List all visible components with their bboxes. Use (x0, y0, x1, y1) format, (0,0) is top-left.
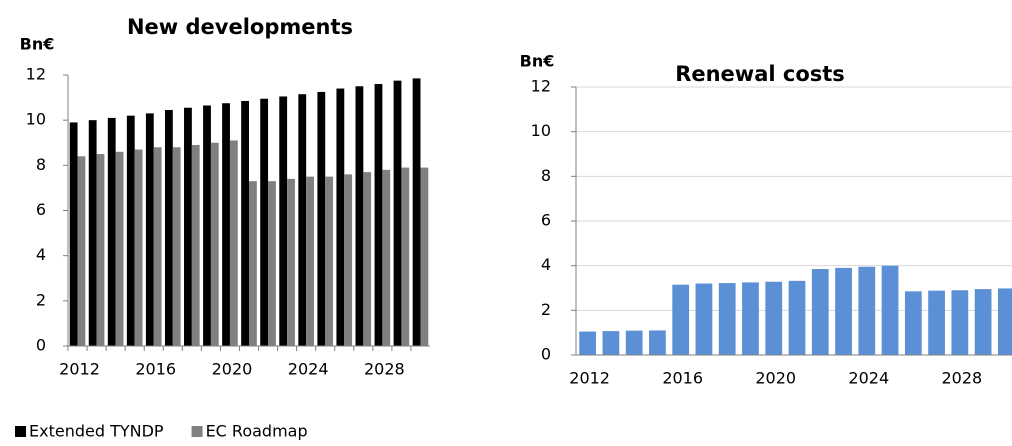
bar (602, 331, 620, 355)
y-tick-label: 4 (541, 255, 551, 274)
bar (164, 110, 173, 346)
bar (858, 266, 876, 355)
chart-title: Renewal costs (675, 62, 845, 86)
x-tick-label: 2020 (755, 369, 796, 388)
y-tick-label: 2 (36, 290, 46, 309)
bar (126, 115, 135, 347)
bar (420, 167, 429, 346)
bar (88, 120, 97, 347)
bar (695, 283, 713, 355)
bar (287, 178, 295, 346)
bar (69, 122, 78, 346)
x-tick-label: 2016 (662, 369, 703, 388)
bar (172, 147, 181, 346)
x-tick-label: 2012 (59, 360, 100, 379)
bar (742, 282, 759, 355)
bar (317, 91, 326, 346)
bar (401, 167, 410, 346)
bar (835, 267, 852, 355)
bar (77, 156, 86, 346)
bar (382, 169, 391, 346)
bar (191, 145, 200, 346)
bar (579, 331, 597, 355)
chart-title: New developments (127, 15, 353, 39)
bar (997, 288, 1012, 355)
y-tick-label: 4 (36, 245, 46, 264)
y-tick-label: 10 (26, 110, 46, 129)
x-tick-label: 2012 (569, 369, 610, 388)
y-tick-label: 10 (531, 121, 551, 140)
bar (974, 289, 992, 355)
y-tick-label: 6 (36, 200, 46, 219)
bar (229, 140, 238, 346)
x-tick-label: 2028 (364, 360, 405, 379)
y-tick-label: 8 (541, 166, 551, 185)
bar (374, 84, 383, 347)
bar (765, 281, 783, 355)
bar (96, 154, 105, 346)
bar (951, 290, 969, 355)
legend-label: EC Roadmap (206, 422, 308, 441)
bar (363, 172, 372, 346)
bar (279, 96, 288, 347)
bar (268, 181, 276, 346)
bar (325, 176, 334, 346)
bar (393, 80, 402, 346)
bar (672, 284, 690, 355)
y-tick-label: 0 (541, 345, 551, 364)
x-tick-label: 2024 (288, 360, 329, 379)
bar (107, 117, 116, 347)
x-tick-label: 2028 (941, 369, 982, 388)
bar (153, 147, 162, 346)
legend-label: Extended TYNDP (29, 422, 164, 441)
legend-swatch (191, 426, 203, 437)
y-tick-label: 12 (26, 65, 46, 84)
bar (115, 151, 124, 346)
bar (718, 283, 736, 355)
y-axis-label: Bn€ (520, 52, 555, 71)
bar (222, 103, 230, 347)
y-tick-label: 6 (541, 211, 551, 230)
bar (336, 88, 345, 347)
bar (625, 330, 643, 355)
x-tick-label: 2020 (212, 360, 253, 379)
bar (249, 181, 257, 346)
bar (344, 174, 353, 346)
y-tick-label: 0 (36, 336, 46, 355)
bar (134, 149, 143, 346)
bar (203, 105, 211, 346)
bar (928, 290, 945, 355)
bar (210, 142, 219, 346)
bar (904, 291, 922, 355)
y-axis-label: Bn€ (20, 35, 55, 54)
x-tick-label: 2024 (848, 369, 889, 388)
x-tick-label: 2016 (135, 360, 176, 379)
bar (306, 176, 314, 346)
bar (649, 330, 666, 355)
y-tick-label: 8 (36, 155, 46, 174)
bar (355, 86, 364, 347)
bar (241, 100, 249, 347)
bar (260, 98, 269, 347)
bar (298, 94, 307, 346)
y-tick-label: 12 (531, 77, 551, 96)
bar (881, 265, 899, 355)
bar (145, 113, 154, 347)
legend-swatch (15, 426, 26, 437)
bar (811, 269, 829, 355)
bar (412, 78, 421, 346)
y-tick-label: 2 (541, 300, 551, 319)
bar (184, 107, 192, 346)
bar (788, 280, 806, 355)
